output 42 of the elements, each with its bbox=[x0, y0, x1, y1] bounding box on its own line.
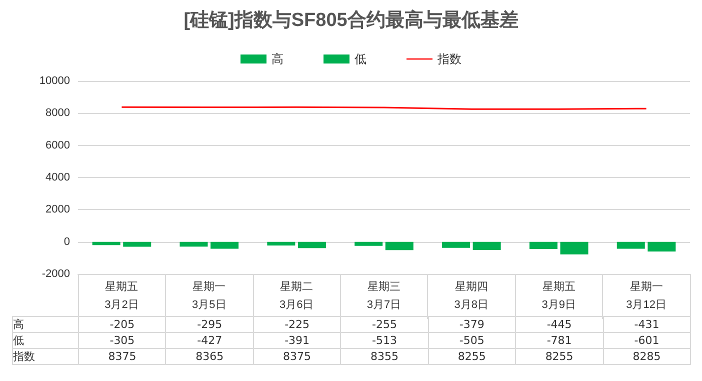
text: 低 bbox=[13, 334, 24, 347]
data-label: -513 bbox=[340, 332, 428, 348]
data-label: -305 bbox=[78, 332, 166, 348]
x-tick-label: 星期二 3月6日 bbox=[279, 281, 314, 311]
text: 高 bbox=[13, 318, 24, 331]
x-tick-label: 星期四 3月8日 bbox=[454, 281, 489, 311]
x-tick-label: 星期一 3月12日 bbox=[626, 281, 666, 311]
data-label: 8375 bbox=[253, 348, 341, 364]
data-label: 8285 bbox=[603, 348, 690, 364]
data-label: 8355 bbox=[340, 348, 428, 364]
x-tick-label: 星期一 3月5日 bbox=[192, 281, 226, 311]
data-label: -431 bbox=[603, 316, 690, 332]
y-tick-label: 4000 bbox=[46, 172, 70, 184]
y-tick-label: 10000 bbox=[39, 75, 70, 87]
y-tick-label: 2000 bbox=[46, 204, 70, 216]
data-label: -781 bbox=[516, 332, 604, 348]
data-label: 8255 bbox=[516, 348, 604, 364]
y-tick-label: 8000 bbox=[46, 107, 70, 120]
y-tick-label: 0 bbox=[64, 236, 70, 248]
data-label: 8365 bbox=[166, 348, 254, 364]
data-label: -601 bbox=[603, 332, 690, 348]
x-tick-label: 星期五 3月9日 bbox=[542, 281, 576, 311]
x-tick-label: 星期五 3月2日 bbox=[104, 281, 139, 311]
data-label: -445 bbox=[516, 316, 604, 332]
data-label: -295 bbox=[166, 316, 254, 332]
y-tick-label: -2000 bbox=[42, 268, 70, 280]
y-tick-label: 6000 bbox=[46, 139, 70, 152]
data-label: -427 bbox=[166, 332, 254, 348]
data-label: -205 bbox=[78, 316, 166, 332]
text: 指数 bbox=[13, 350, 35, 363]
data-label: 8255 bbox=[428, 348, 516, 364]
data-label: -505 bbox=[428, 332, 516, 348]
data-label: 8375 bbox=[78, 348, 166, 364]
data-label: -391 bbox=[253, 332, 341, 348]
legend-label: 指数 bbox=[436, 52, 462, 66]
legend-label: 高 bbox=[272, 52, 284, 66]
legend-label: 低 bbox=[354, 52, 366, 66]
x-tick-label: 星期三 3月7日 bbox=[366, 281, 402, 311]
data-label: -379 bbox=[428, 316, 516, 332]
chart-title: [硅锰]指数与SF805合约最高与最低基差 bbox=[184, 9, 518, 31]
data-label: -225 bbox=[253, 316, 341, 332]
data-label: -255 bbox=[340, 316, 428, 332]
